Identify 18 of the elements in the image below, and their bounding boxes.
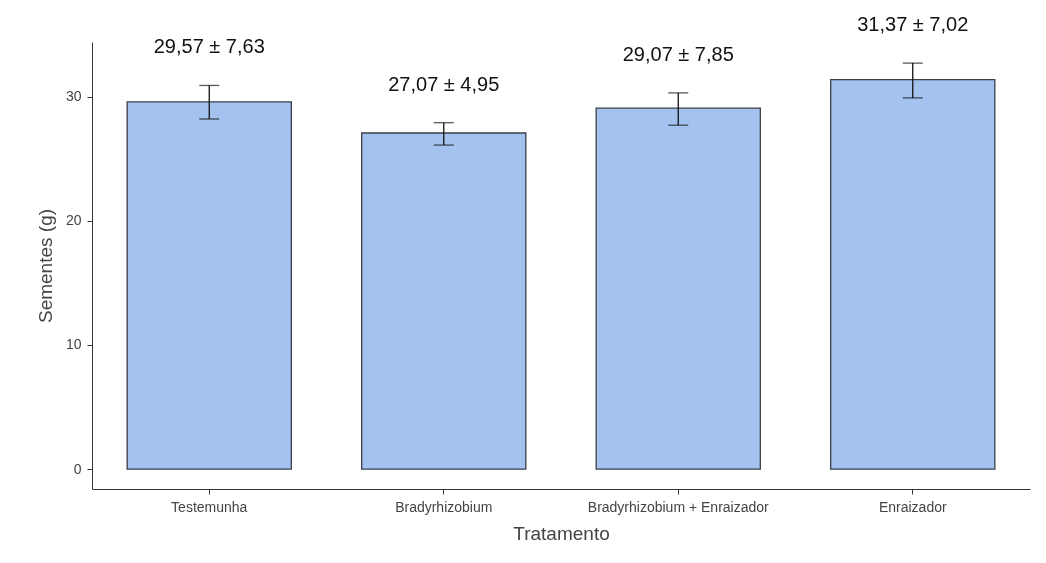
x-tick-label: Bradyrhizobium + Enraizador [587,498,770,515]
data-label: 29,07 ± 7,85 [622,42,734,65]
data-label: 27,07 ± 4,95 [388,72,500,95]
bar [830,78,996,470]
y-tick-label: 10 [65,336,82,353]
bar [595,107,761,470]
data-label: 31,37 ± 7,02 [857,13,969,36]
y-axis-title: Sementes (g) [34,208,56,324]
bar [126,101,292,470]
y-tick-label: 30 [65,88,82,105]
x-axis-title: Tratamento [513,522,610,544]
y-tick-label: 20 [65,212,82,229]
y-tick-label: 0 [73,460,82,477]
x-tick-label: Testemunha [171,498,248,515]
data-label: 29,57 ± 7,63 [153,35,265,58]
x-tick-label: Bradyrhizobium [395,498,493,515]
bar [361,132,527,470]
x-tick-label: Enraizador [878,498,947,515]
